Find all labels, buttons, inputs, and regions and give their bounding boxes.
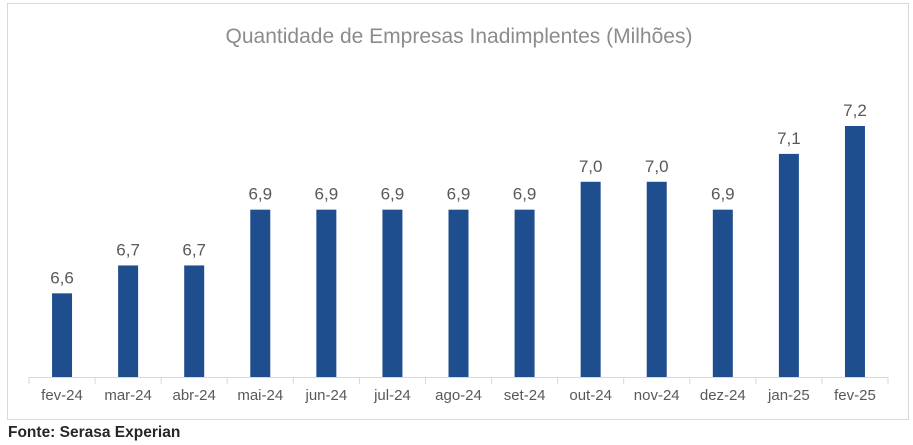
bar <box>250 209 271 377</box>
x-tick-label: ago-24 <box>435 387 482 404</box>
chart-title: Quantidade de Empresas Inadimplentes (Mi… <box>226 25 693 48</box>
data-label: 7,2 <box>843 101 867 120</box>
x-tick-label: abr-24 <box>173 387 216 404</box>
bar <box>382 209 403 377</box>
data-label: 6,9 <box>711 185 735 204</box>
bar <box>646 181 667 377</box>
data-label: 6,9 <box>447 185 471 204</box>
bar <box>514 209 535 377</box>
data-label: 6,7 <box>182 240 206 259</box>
x-tick-label: dez-24 <box>700 387 746 404</box>
bar <box>52 293 73 377</box>
data-label: 6,7 <box>116 240 140 259</box>
bar <box>580 181 601 377</box>
data-label: 6,9 <box>381 185 405 204</box>
bar <box>118 265 139 377</box>
bar <box>316 209 337 377</box>
data-label: 7,0 <box>645 157 669 176</box>
data-label: 7,1 <box>777 129 801 148</box>
x-tick-label: jun-24 <box>304 387 347 404</box>
x-tick-label: jan-25 <box>767 387 810 404</box>
x-tick-label: mar-24 <box>104 387 152 404</box>
bar <box>778 153 799 377</box>
bar <box>712 209 733 377</box>
x-tick-label: mai-24 <box>237 387 283 404</box>
data-label: 6,9 <box>315 185 339 204</box>
x-tick-label: fev-25 <box>834 387 876 404</box>
chart-frame: Quantidade de Empresas Inadimplentes (Mi… <box>7 3 909 420</box>
plot-area: 6,6 fev-24 6,7 mar-24 6,7 abr-24 6,9 mai-24 6,9 j… <box>28 101 889 404</box>
bar <box>844 126 865 377</box>
data-label: 7,0 <box>579 157 603 176</box>
bar <box>184 265 205 377</box>
x-tick-label: set-24 <box>504 387 546 404</box>
x-tick-label: jul-24 <box>373 387 411 404</box>
source-note: Fonte: Serasa Experian <box>8 424 181 441</box>
data-label: 6,9 <box>248 185 272 204</box>
x-tick-label: fev-24 <box>41 387 83 404</box>
bar <box>448 209 469 377</box>
x-tick-label: nov-24 <box>634 387 680 404</box>
data-label: 6,9 <box>513 185 537 204</box>
data-label: 6,6 <box>50 268 74 287</box>
x-tick-label: out-24 <box>569 387 612 404</box>
bar-chart: Quantidade de Empresas Inadimplentes (Mi… <box>28 25 889 404</box>
